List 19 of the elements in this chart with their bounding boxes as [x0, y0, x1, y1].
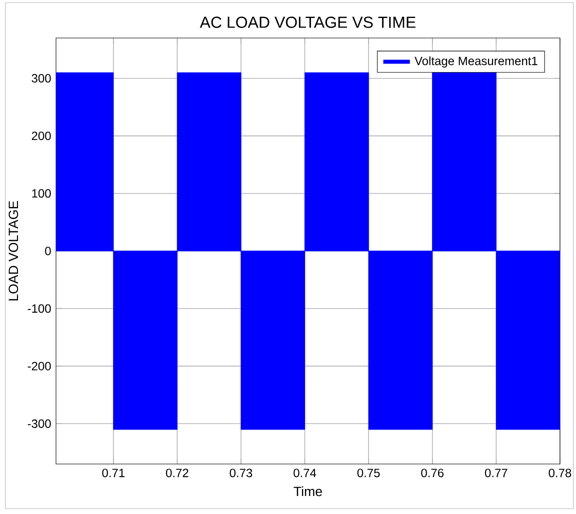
x-tick-label: 0.78 [548, 468, 572, 478]
x-tick-label: 0.73 [230, 468, 252, 478]
y-tick-label: 300 [32, 74, 51, 83]
y-tick-label: -100 [28, 304, 51, 313]
y-tick-label: 0 [45, 246, 51, 256]
x-tick-label: 0.75 [357, 468, 380, 478]
x-tick-label: 0.76 [421, 468, 444, 478]
x-axis-title: Time [294, 486, 322, 496]
y-tick-label: 100 [32, 189, 51, 198]
y-tick-label: 200 [32, 132, 51, 140]
y-axis-title: LOAD VOLTAGE [8, 201, 18, 300]
x-tick-label: 0.74 [294, 468, 316, 478]
y-tick-label: -300 [28, 419, 51, 428]
x-tick-label: 0.77 [484, 468, 508, 478]
legend-label: Voltage Measurement1 [414, 56, 538, 68]
x-tick-label: 0.71 [102, 468, 125, 478]
y-tick-label: -200 [28, 362, 51, 370]
chart-title: AC LOAD VOLTAGE VS TIME [200, 16, 416, 28]
x-tick-label: 0.72 [166, 468, 188, 478]
